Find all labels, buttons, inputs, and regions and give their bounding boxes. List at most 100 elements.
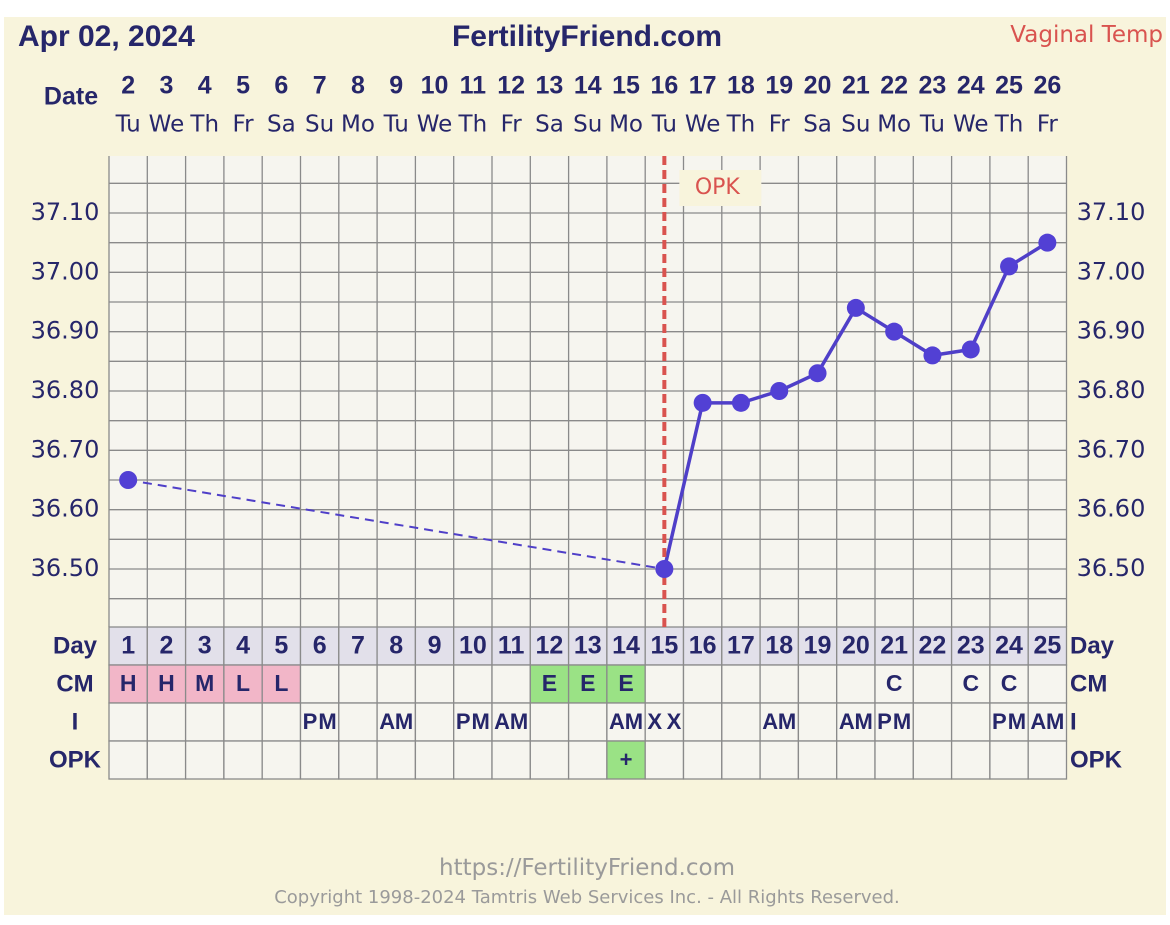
date-label: 14 (574, 72, 602, 100)
intercourse-cell (414, 702, 455, 742)
opk-cell (759, 740, 800, 780)
weekday-label: Tu (919, 112, 945, 138)
day-value: 6 (313, 632, 327, 660)
intercourse-cell (759, 702, 800, 742)
cm-cell (950, 664, 991, 704)
opk-cell (338, 740, 378, 780)
temperature-point (655, 560, 674, 578)
intercourse-cell (912, 702, 953, 742)
day-value: 12 (536, 632, 564, 660)
day-value: 18 (765, 632, 793, 660)
intercourse-value: AM (494, 709, 528, 734)
weekday-label: We (417, 112, 453, 138)
cm-row-label-left: CM (56, 670, 93, 697)
date-label: 12 (497, 72, 525, 100)
temperature-point (808, 364, 827, 383)
date-label: 24 (957, 72, 985, 100)
footer-copyright: Copyright 1998-2024 Tamtris Web Services… (274, 887, 900, 908)
weekday-label: Fr (1037, 112, 1059, 138)
cm-value: C (1001, 670, 1018, 696)
date-label: 26 (1033, 72, 1061, 100)
cm-cell (606, 664, 646, 704)
intercourse-cell (682, 702, 723, 742)
date-label: 6 (274, 72, 288, 100)
y-tick-label-right: 36.60 (1077, 495, 1146, 523)
date-label: 3 (159, 72, 173, 100)
date-row-label: Date (44, 83, 98, 111)
temperature-point (1000, 257, 1019, 276)
opk-value: + (620, 747, 633, 772)
day-value: 4 (236, 632, 250, 660)
y-tick-label-right: 36.80 (1077, 376, 1146, 404)
opk-cell (606, 740, 646, 780)
chart-date: Apr 02, 2024 (18, 20, 195, 53)
cm-cell (299, 664, 340, 704)
cm-cell (491, 664, 531, 704)
weekday-label: Mo (609, 112, 643, 138)
opk-marker-label: OPK (695, 175, 741, 200)
date-label: 16 (650, 72, 678, 100)
intercourse-cell (529, 702, 570, 742)
cm-cell (567, 664, 608, 704)
y-tick-label-left: 36.90 (31, 317, 100, 345)
intercourse-cell (453, 702, 493, 742)
site-title[interactable]: FertilityFriend.com (451, 20, 723, 53)
opk-cell (989, 740, 1029, 780)
temperature-point (923, 346, 942, 365)
date-label: 19 (765, 72, 793, 100)
footer-url[interactable]: https://FertilityFriend.com (438, 855, 736, 881)
temperature-point (693, 393, 712, 412)
cm-value: L (236, 670, 250, 696)
cm-value: E (580, 670, 595, 696)
intercourse-row-label-right: I (1070, 708, 1077, 735)
day-cell (1027, 626, 1068, 666)
y-tick-label-right: 36.90 (1077, 317, 1146, 345)
temperature-point (119, 471, 138, 489)
cm-value: E (618, 670, 633, 696)
weekday-label: We (953, 112, 989, 138)
intercourse-cell (989, 702, 1029, 742)
weekday-label: We (149, 112, 185, 138)
date-label: 11 (460, 72, 487, 100)
opk-cell (108, 740, 148, 780)
cm-value: H (158, 670, 175, 696)
cm-value: M (195, 670, 214, 696)
y-tick-label-left: 36.50 (31, 554, 100, 582)
date-label: 25 (995, 72, 1023, 100)
day-cell (453, 626, 493, 666)
opk-cell (223, 740, 263, 780)
cm-cell (912, 664, 953, 704)
opk-cell (146, 740, 187, 780)
weekday-label: Fr (501, 112, 523, 138)
cm-cell (721, 664, 761, 704)
day-value: 3 (198, 632, 212, 660)
cm-cell (797, 664, 838, 704)
intercourse-cell (146, 702, 187, 742)
y-tick-label-right: 36.70 (1077, 435, 1146, 463)
day-value: 9 (428, 632, 442, 660)
opk-label-box (679, 170, 762, 206)
weekday-label: Th (458, 112, 488, 138)
opk-cell (529, 740, 570, 780)
date-label: 8 (351, 72, 365, 100)
day-cell (529, 626, 570, 666)
date-label: 21 (842, 72, 870, 100)
temperature-point (1038, 233, 1057, 252)
day-value: 5 (274, 632, 288, 660)
cm-cell (453, 664, 493, 704)
temperature-line (816, 307, 858, 375)
temperature-point (961, 340, 980, 359)
day-cell (644, 626, 685, 666)
intercourse-value: PM (877, 709, 911, 734)
opk-cell (1027, 740, 1068, 780)
day-row-label-right: Day (1070, 632, 1115, 659)
intercourse-value: AM (1030, 709, 1064, 734)
day-value: 19 (804, 632, 832, 660)
cm-row-label-right: CM (1070, 670, 1107, 697)
day-value: 11 (498, 632, 525, 660)
intercourse-cell (950, 702, 991, 742)
day-cell (299, 626, 340, 666)
day-value: 22 (919, 632, 947, 660)
weekday-label: Mo (341, 112, 375, 138)
